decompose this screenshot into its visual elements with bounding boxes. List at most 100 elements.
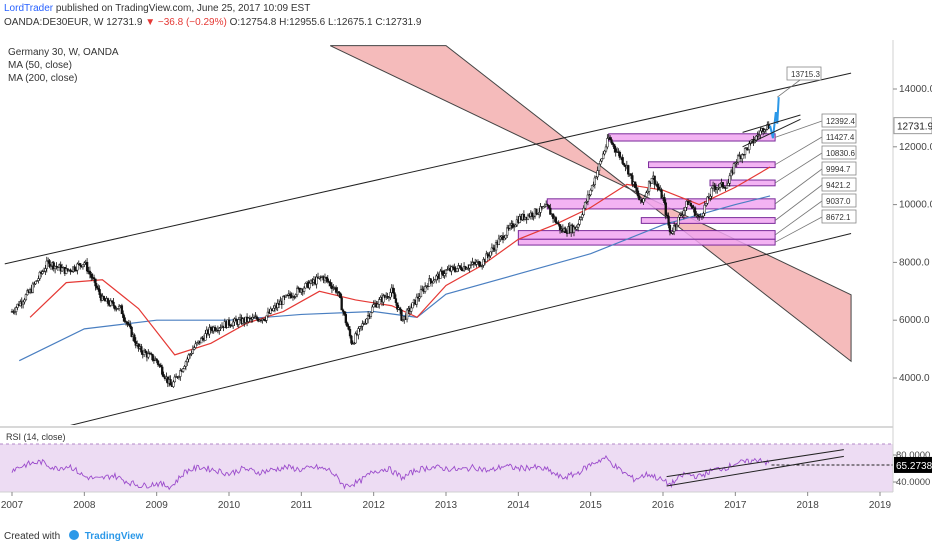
time-tick-label: 2017 <box>724 500 747 511</box>
candle-body <box>439 270 442 279</box>
candle-body <box>302 287 306 292</box>
candle-body <box>451 266 455 268</box>
candle-body <box>361 323 364 327</box>
price-tick-label: 8000.0 <box>899 257 930 268</box>
rsi-value-label: 65.2738 <box>896 461 932 472</box>
time-tick-label: 2016 <box>652 500 675 511</box>
open-value: O:12754.8 <box>229 17 277 28</box>
candle-body <box>667 215 670 226</box>
candle-body <box>340 297 343 311</box>
rsi-axis[interactable]: 80.0000 40.0000 65.2738 <box>893 450 932 488</box>
candle-body <box>490 247 494 253</box>
zone-callout-line <box>774 120 823 138</box>
candle-body <box>656 183 659 188</box>
candle-body <box>52 262 55 270</box>
candle-body <box>589 189 592 196</box>
zone-label-box <box>821 161 857 176</box>
candle-body <box>147 353 150 358</box>
candle-body <box>130 326 133 337</box>
candle-body <box>554 217 558 223</box>
candle-body <box>389 292 392 298</box>
candle-body <box>756 135 759 137</box>
price-zone <box>640 217 776 224</box>
candle-body <box>95 285 99 289</box>
candle-body <box>755 135 758 141</box>
candle-body <box>255 316 258 320</box>
candle-body <box>304 283 307 289</box>
candle-body <box>595 176 598 179</box>
candle-body <box>721 182 724 188</box>
candle-body <box>120 305 124 315</box>
tradingview-brand[interactable]: TradingView <box>84 531 144 542</box>
time-axis[interactable]: 2007 2008 2009 2010 2011 2012 2013 2014 2015 2016… <box>1 492 892 511</box>
main-pane: 12392.4 11427.4 10830.6 9994.7 9421.2 9037.0 8… <box>4 45 857 425</box>
candle-body <box>152 359 156 361</box>
candle-body <box>443 273 446 276</box>
ma50-label[interactable]: MA (50, close) <box>8 60 72 71</box>
candle-body <box>337 291 341 294</box>
candle-body <box>394 298 398 303</box>
author-link[interactable]: LordTrader <box>4 3 54 14</box>
price-axis[interactable]: 4000.0 6000.0 8000.0 10000.0 12000.0 14000.0 1… <box>893 84 932 384</box>
candle-body <box>435 275 438 280</box>
candle-body <box>179 370 182 377</box>
zone-label: 9421.2 <box>826 181 851 190</box>
candle-body <box>326 278 329 282</box>
candle-body <box>376 303 379 308</box>
candle-body <box>672 225 676 232</box>
ma50-line <box>29 166 771 356</box>
candle-body <box>532 215 535 218</box>
target-label-box <box>786 66 822 81</box>
candle-body <box>513 226 516 228</box>
candle-body <box>347 326 350 330</box>
candle-body <box>353 342 356 345</box>
candle-body <box>334 287 338 293</box>
candle-body <box>116 308 119 310</box>
candle-body <box>472 262 475 264</box>
candle-body <box>218 327 221 331</box>
candle-body <box>405 309 409 320</box>
price-zone <box>517 238 776 246</box>
candle-body <box>266 311 270 317</box>
candle-body <box>85 261 89 272</box>
price-tick-label: 14000.0 <box>899 84 932 95</box>
candle-body <box>556 222 559 224</box>
candle-body <box>734 162 737 164</box>
target-callout-line <box>777 79 801 98</box>
candle-body <box>348 329 352 337</box>
ma200-label[interactable]: MA (200, close) <box>8 73 78 84</box>
candle-body <box>499 236 502 240</box>
instrument-label[interactable]: Germany 30, W, OANDA <box>8 47 119 58</box>
candle-body <box>599 160 602 165</box>
candle-body <box>613 144 616 149</box>
candle-body <box>543 206 546 208</box>
time-tick-label: 2015 <box>580 500 603 511</box>
zone-label-box <box>821 177 857 192</box>
price-chart[interactable]: 12392.4 11427.4 10830.6 9994.7 9421.2 9037.0 8… <box>0 0 932 530</box>
candle-body <box>678 214 681 218</box>
candle-body <box>372 304 375 308</box>
candle-body <box>415 296 418 305</box>
footer: Created with TradingView <box>4 530 143 542</box>
candle-body <box>458 265 462 268</box>
candle-body <box>551 213 555 219</box>
candle-body <box>475 261 478 265</box>
candle-body <box>137 343 140 349</box>
candle-body <box>732 163 736 174</box>
candle-body <box>696 214 699 217</box>
rsi-label[interactable]: RSI (14, close) <box>6 432 66 442</box>
candle-body <box>194 343 197 348</box>
candle-body <box>558 224 562 230</box>
rsi-line <box>11 455 770 491</box>
candle-body <box>482 259 485 266</box>
candle-body <box>265 315 268 321</box>
candle-body <box>536 213 539 215</box>
time-tick-label: 2018 <box>797 500 820 511</box>
zone-label-box <box>821 129 857 144</box>
candle-body <box>113 305 117 310</box>
candle-body <box>234 318 238 321</box>
candle-body <box>763 129 766 132</box>
zone-label: 10830.6 <box>826 149 855 158</box>
candle-body <box>590 185 594 191</box>
candle-body <box>339 292 342 298</box>
